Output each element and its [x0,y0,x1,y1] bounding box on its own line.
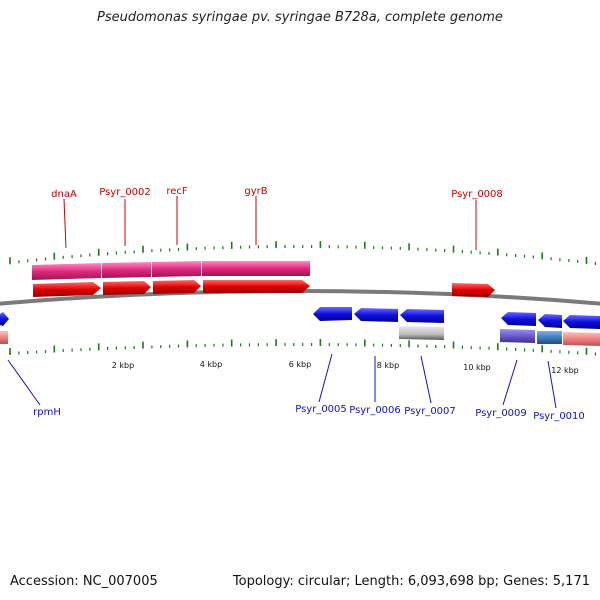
cds-Psyr_0002 [103,281,151,295]
label-Psyr_0005: Psyr_0005 [295,404,347,415]
reverse-genes [0,326,600,346]
genome-summary-text: Topology: circular; Length: 6,093,698 bp… [232,574,590,589]
label-rpmH: rpmH [33,407,61,418]
scale-label-2kbp: 2 kbp [112,361,134,370]
gene-next [563,332,600,346]
label-Psyr_0002: Psyr_0002 [99,187,151,198]
cds-gyrB [203,280,310,293]
label-Psyr_0007: Psyr_0007 [404,406,456,417]
forward-genes [32,261,310,280]
cds-Psyr_0010 [538,314,562,328]
gene-gyrB [202,261,310,276]
cds-recF [153,280,201,294]
gene-Psyr_0009 [500,329,535,343]
cds-Psyr_0009 [501,312,536,326]
map-title: Pseudomonas syringae pv. syringae B728a,… [97,10,503,25]
label-gyrB: gyrB [244,186,267,197]
gene-recF [152,261,201,277]
label-Psyr_0009: Psyr_0009 [475,408,527,419]
forward-cds [33,280,495,297]
gene-dnaA [32,263,101,280]
label-Psyr_0006: Psyr_0006 [349,405,401,416]
cds-Psyr_0008 [452,283,495,297]
scale-label-8kbp: 8 kbp [377,361,399,370]
reverse-cds [0,307,600,329]
scale-label-6kbp: 6 kbp [289,360,311,369]
top-callouts [63,196,477,250]
cds-rpmH [0,312,9,326]
gene-Psyr_0002 [102,262,151,278]
cds-dnaA [33,282,101,297]
gene-Psyr_0010 [537,331,562,344]
tick-marks [9,241,597,356]
label-Psyr_0008: Psyr_0008 [451,189,503,200]
label-recF: recF [166,186,188,197]
bottom-callouts [7,353,557,409]
cds-Psyr_0007 [400,309,444,323]
cds-next [563,315,600,329]
label-dnaA: dnaA [51,189,77,200]
gene-rpmH [0,331,8,344]
scale-label-10kbp: 10 kbp [463,363,491,372]
cds-Psyr_0006 [354,308,398,322]
cds-Psyr_0005 [313,307,352,321]
scale-label-4kbp: 4 kbp [200,360,222,369]
label-Psyr_0010: Psyr_0010 [533,411,585,422]
accession-text: Accession: NC_007005 [10,574,158,589]
gene-Psyr_0007 [399,326,444,340]
scale-label-12kbp: 12 kbp [551,366,579,375]
